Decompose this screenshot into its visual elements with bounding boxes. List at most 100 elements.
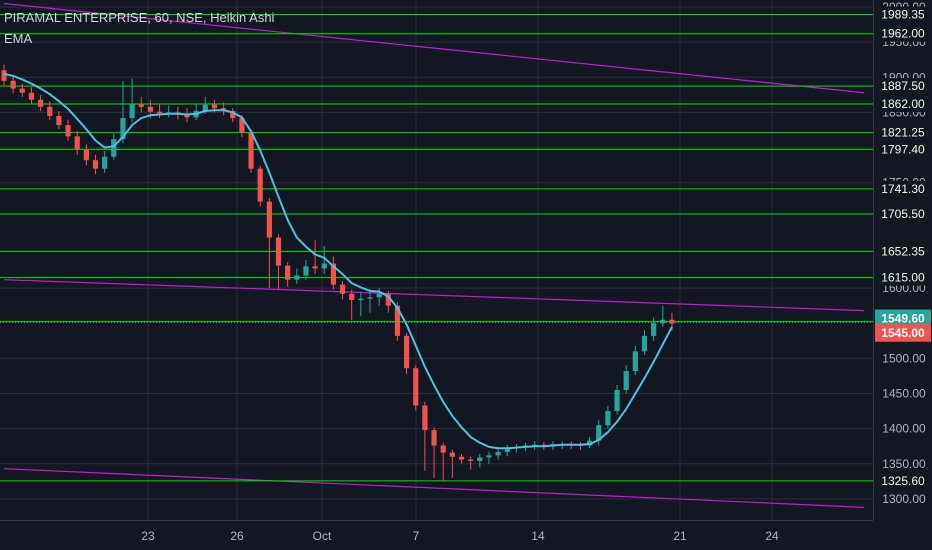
level-label-bg [875, 78, 931, 95]
candle-body [596, 425, 602, 441]
candle-body [614, 390, 620, 412]
candle-body [248, 132, 254, 169]
level-label-bg [875, 472, 931, 489]
level-label: 1652.35 [881, 244, 925, 258]
level-label: 1615.00 [881, 271, 925, 285]
level-label-bg [875, 25, 931, 42]
candle-body [632, 351, 638, 372]
candle-body [468, 459, 474, 461]
candle-body [651, 323, 657, 336]
candle-body [211, 104, 218, 109]
level-label: 1705.50 [881, 207, 925, 221]
candle-body [458, 456, 465, 460]
candle-body [156, 111, 163, 114]
candle-body [65, 125, 71, 137]
trendline [3, 279, 865, 312]
candle-body [394, 305, 401, 336]
level-labels: 1989.35 1962.00 1887.50 1862.00 1821.25 1797.… [875, 6, 931, 489]
indicator-label[interactable]: EMA [4, 31, 33, 46]
ema-price-tag: 1545.00 [881, 326, 925, 340]
candle-body [92, 160, 99, 169]
level-label: 1325.60 [881, 474, 925, 488]
candle-body [349, 293, 355, 301]
x-tick-label: 24 [765, 529, 779, 543]
y-tick-label: 1300.00 [882, 492, 926, 506]
candle-body [413, 368, 419, 406]
candle-body [623, 371, 629, 390]
level-label-bg [875, 243, 931, 260]
candle-body [440, 445, 446, 453]
horizontal-levels [0, 14, 932, 482]
candle-body [275, 237, 282, 266]
candle-body [449, 452, 455, 457]
last-price-tag: 1549.60 [881, 312, 925, 326]
x-tick-label: Oct [313, 529, 332, 543]
candle-body [321, 263, 327, 269]
x-tick-label: 26 [230, 529, 244, 543]
candle-body [330, 263, 336, 285]
trendline [3, 468, 865, 508]
trendlines [3, 2, 865, 508]
candle-body [422, 405, 428, 431]
price-tag-bg [875, 323, 931, 342]
candle-body [83, 149, 89, 161]
time-axis[interactable]: 23 26 Oct 7 14 21 24 [141, 529, 779, 543]
level-label: 1862.00 [881, 97, 925, 111]
candle-body [285, 265, 291, 280]
y-tick-label: 1500.00 [882, 351, 926, 365]
level-label: 1821.25 [881, 126, 925, 140]
candle-body [19, 88, 25, 93]
candle-body [266, 201, 272, 238]
candle-body [376, 293, 382, 298]
candle-body [294, 275, 300, 280]
chart-legend: PIRAMAL ENTERPRISE, 60, NSE, Heikin Ashi… [4, 7, 274, 49]
x-tick-label: 23 [141, 529, 155, 543]
candle-body [47, 106, 53, 116]
level-label-bg [875, 124, 931, 141]
x-tick-label: 21 [673, 529, 687, 543]
candle-body [486, 455, 492, 458]
candle-body [102, 156, 108, 169]
candle-body [56, 115, 62, 126]
candle-body [404, 335, 410, 369]
candle-body [431, 430, 437, 446]
candle-body [202, 104, 208, 112]
time-axis-background [0, 520, 932, 550]
candle-body [230, 111, 236, 119]
y-tick-label: 1400.00 [882, 422, 926, 436]
level-label: 1962.00 [881, 27, 925, 41]
candle-body [358, 298, 364, 301]
x-tick-label: 7 [413, 529, 420, 543]
candle-body [669, 319, 675, 324]
y-tick-label: 1350.00 [882, 457, 926, 471]
level-label-bg [875, 180, 931, 197]
level-label: 1989.35 [881, 8, 925, 22]
candle-body [10, 80, 16, 89]
x-tick-label: 14 [531, 529, 545, 543]
candle-body [74, 136, 80, 150]
candle-body [312, 266, 318, 269]
ema-line [3, 72, 673, 450]
candle-body [239, 118, 245, 133]
candle-body [257, 168, 263, 202]
level-label: 1797.40 [881, 142, 925, 156]
candle-body [147, 106, 153, 112]
candle-body [129, 104, 135, 119]
level-label: 1887.50 [881, 79, 925, 93]
candle-body [28, 92, 35, 100]
level-label: 1741.30 [881, 182, 925, 196]
candle-body [339, 284, 346, 294]
candle-body [641, 335, 648, 352]
level-label-bg [875, 141, 931, 158]
candle-body [1, 70, 7, 81]
symbol-title[interactable]: PIRAMAL ENTERPRISE, 60, NSE, Heikin Ashi [4, 10, 275, 25]
candle-body [111, 139, 117, 157]
level-label-bg [875, 96, 931, 112]
price-tag-bg [875, 309, 931, 328]
candle-body [38, 99, 44, 107]
candle-body [385, 293, 391, 306]
y-tick-label: 1450.00 [882, 387, 926, 401]
